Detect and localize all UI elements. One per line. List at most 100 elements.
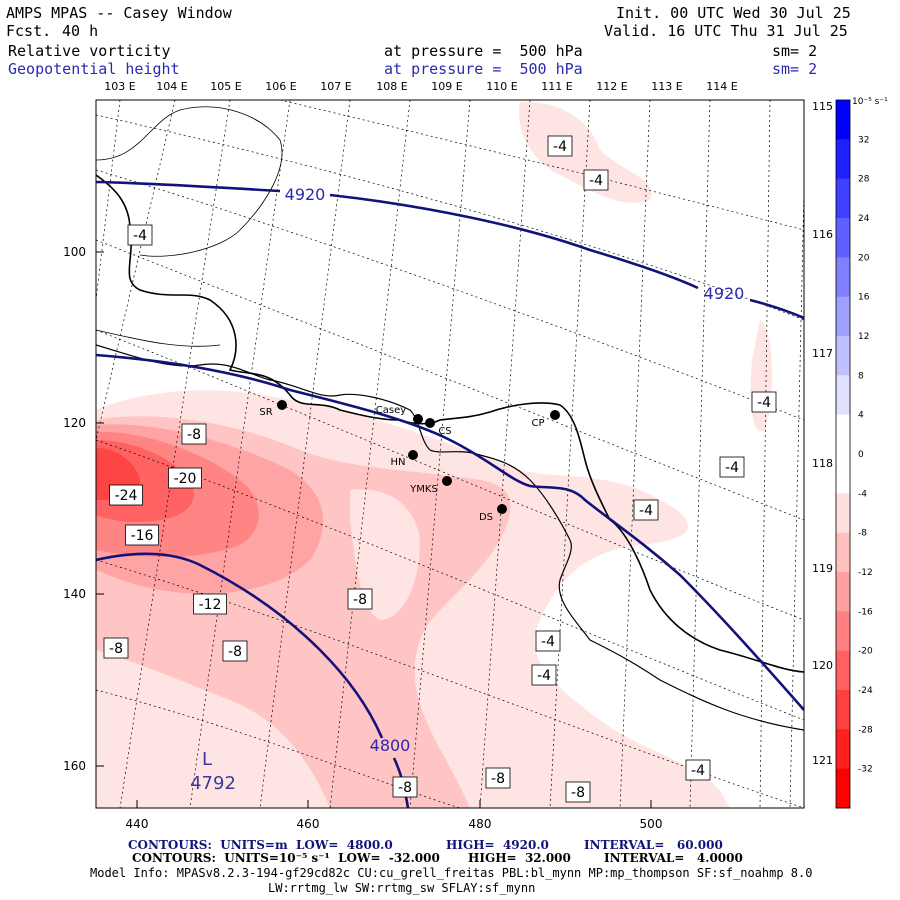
colorbar-bin [836, 296, 850, 337]
vorticity-label: -8 [347, 588, 373, 610]
colorbar-level-label: -4 [858, 489, 867, 499]
colorbar-level-label: 24 [858, 214, 870, 224]
svg-text:SR: SR [259, 407, 272, 418]
footer-height-high: HIGH= 4920.0 [446, 838, 549, 852]
svg-text:-8: -8 [571, 785, 585, 801]
svg-text:-4: -4 [553, 139, 567, 155]
field2-name: Geopotential height [8, 60, 180, 78]
axes: 440 460 480 500 100 120 140 160 [63, 245, 662, 831]
svg-text:-12: -12 [199, 597, 222, 613]
top-longitude-label: 111 E [541, 80, 572, 93]
field2-level: at pressure = 500 hPa [384, 60, 583, 78]
vorticity-fill-minus4-north [519, 101, 652, 203]
height-contour-label: 4920 [285, 185, 326, 204]
svg-text:-8: -8 [398, 780, 412, 796]
svg-text:-4: -4 [537, 668, 551, 684]
vorticity-label: -4 [127, 224, 153, 246]
footer-height-interval: INTERVAL= 60.000 [584, 838, 723, 852]
top-longitude-label: 113 E [651, 80, 682, 93]
height-contour-4920-a2 [329, 193, 699, 290]
footer-vort-high: HIGH= 32.000 [468, 851, 571, 865]
vorticity-label: -8 [181, 423, 207, 445]
vorticity-label: -24 [109, 484, 143, 506]
station-markers: SR Casey CS CP HN YMKS DS [259, 400, 560, 523]
x-tick-label: 500 [640, 817, 663, 831]
footer-physics: LW:rrtmg_lw SW:rrtmg_sw SFLAY:sf_mynn [268, 881, 536, 895]
station-cp: CP [531, 410, 560, 429]
top-longitude-label: 110 E [486, 80, 517, 93]
height-contour-4860 [96, 353, 804, 711]
svg-text:CP: CP [531, 418, 544, 429]
top-longitude-label: 108 E [376, 80, 407, 93]
vorticity-label: -4 [633, 499, 659, 521]
coastline-2 [96, 344, 804, 731]
footer-height-contour-info: CONTOURS: UNITS=m LOW= 4800.0 [128, 838, 393, 852]
svg-text:-8: -8 [353, 592, 367, 608]
svg-text:Casey: Casey [376, 405, 406, 416]
map-title: AMPS MPAS -- Casey Window [6, 4, 232, 22]
svg-text:-4: -4 [691, 763, 705, 779]
height-contour-4920-b [749, 298, 804, 320]
station-ymks: YMKS [409, 476, 452, 495]
top-longitude-label: 106 E [265, 80, 296, 93]
top-longitude-label: 103 E [104, 80, 135, 93]
vorticity-label: -4 [531, 664, 557, 686]
colorbar-bin [836, 532, 850, 573]
top-longitude-label: 107 E [320, 80, 351, 93]
colorbar-bin [836, 493, 850, 534]
svg-text:-20: -20 [174, 471, 197, 487]
colorbar-level-label: -32 [858, 765, 873, 775]
graticule [96, 100, 804, 808]
colorbar-bin [836, 729, 850, 770]
colorbar-level-label: -24 [858, 686, 873, 696]
svg-text:-4: -4 [133, 228, 147, 244]
vorticity-contour-labels: -4 -4 -4 -4 -4 -4 -4 -4 -4 -8 -8 -8 -8 -8 -8 -8 -12 -16 -2… [103, 135, 777, 803]
svg-text:-4: -4 [757, 395, 771, 411]
colorbar-bin [836, 178, 850, 219]
field1-level: at pressure = 500 hPa [384, 42, 583, 60]
top-longitude-label: 109 E [431, 80, 462, 93]
colorbar-bin [836, 572, 850, 612]
colorbar-level-label: -16 [858, 607, 873, 617]
colorbar-level-label: 28 [858, 175, 870, 185]
svg-text:-8: -8 [491, 771, 505, 787]
vorticity-label: -4 [685, 759, 711, 781]
colorbar-level-label: 16 [858, 293, 870, 303]
colorbar-bin [836, 414, 850, 455]
footer-vort-contour-info: CONTOURS: UNITS=10⁻⁵ s⁻¹ LOW= -32.000 [132, 851, 440, 865]
svg-text:DS: DS [479, 512, 493, 523]
colorbar-level-label: -12 [858, 568, 873, 578]
height-contour-label: 4920 [704, 284, 745, 303]
svg-text:-8: -8 [187, 427, 201, 443]
colorbar-bin [836, 454, 850, 494]
height-contour-4800 [96, 552, 384, 739]
colorbar-bin [836, 336, 850, 376]
vorticity-label: -4 [583, 169, 609, 191]
vorticity-label: -4 [535, 630, 561, 652]
svg-text:-4: -4 [541, 634, 555, 650]
field2-smoothing: sm= 2 [772, 60, 818, 78]
vorticity-label: -8 [565, 781, 591, 803]
vorticity-label: -4 [547, 135, 573, 157]
svg-text:-4: -4 [725, 460, 739, 476]
top-longitude-label: 112 E [596, 80, 627, 93]
vorticity-label: -4 [751, 391, 777, 413]
svg-text:-4: -4 [639, 503, 653, 519]
vorticity-label: -8 [392, 776, 418, 798]
colorbar-bin [836, 375, 850, 416]
footer-vort-interval: INTERVAL= 4.0000 [604, 851, 743, 865]
height-contour-label: 4800 [370, 736, 411, 755]
svg-text:-4: -4 [589, 173, 603, 189]
station-hn: HN [391, 450, 418, 468]
forecast-label: Fcst. [6, 22, 52, 40]
vorticity-label: -16 [125, 524, 159, 546]
vorticity-label: -4 [719, 456, 745, 478]
colorbar-bin [836, 100, 850, 140]
plot-frame [95, 99, 805, 809]
vorticity-contour-zero-west [96, 329, 221, 347]
vorticity-label: -8 [485, 767, 511, 789]
x-tick-label: 460 [297, 817, 320, 831]
vorticity-fill-minus4-east [750, 320, 772, 432]
vorticity-label: -8 [222, 640, 248, 662]
